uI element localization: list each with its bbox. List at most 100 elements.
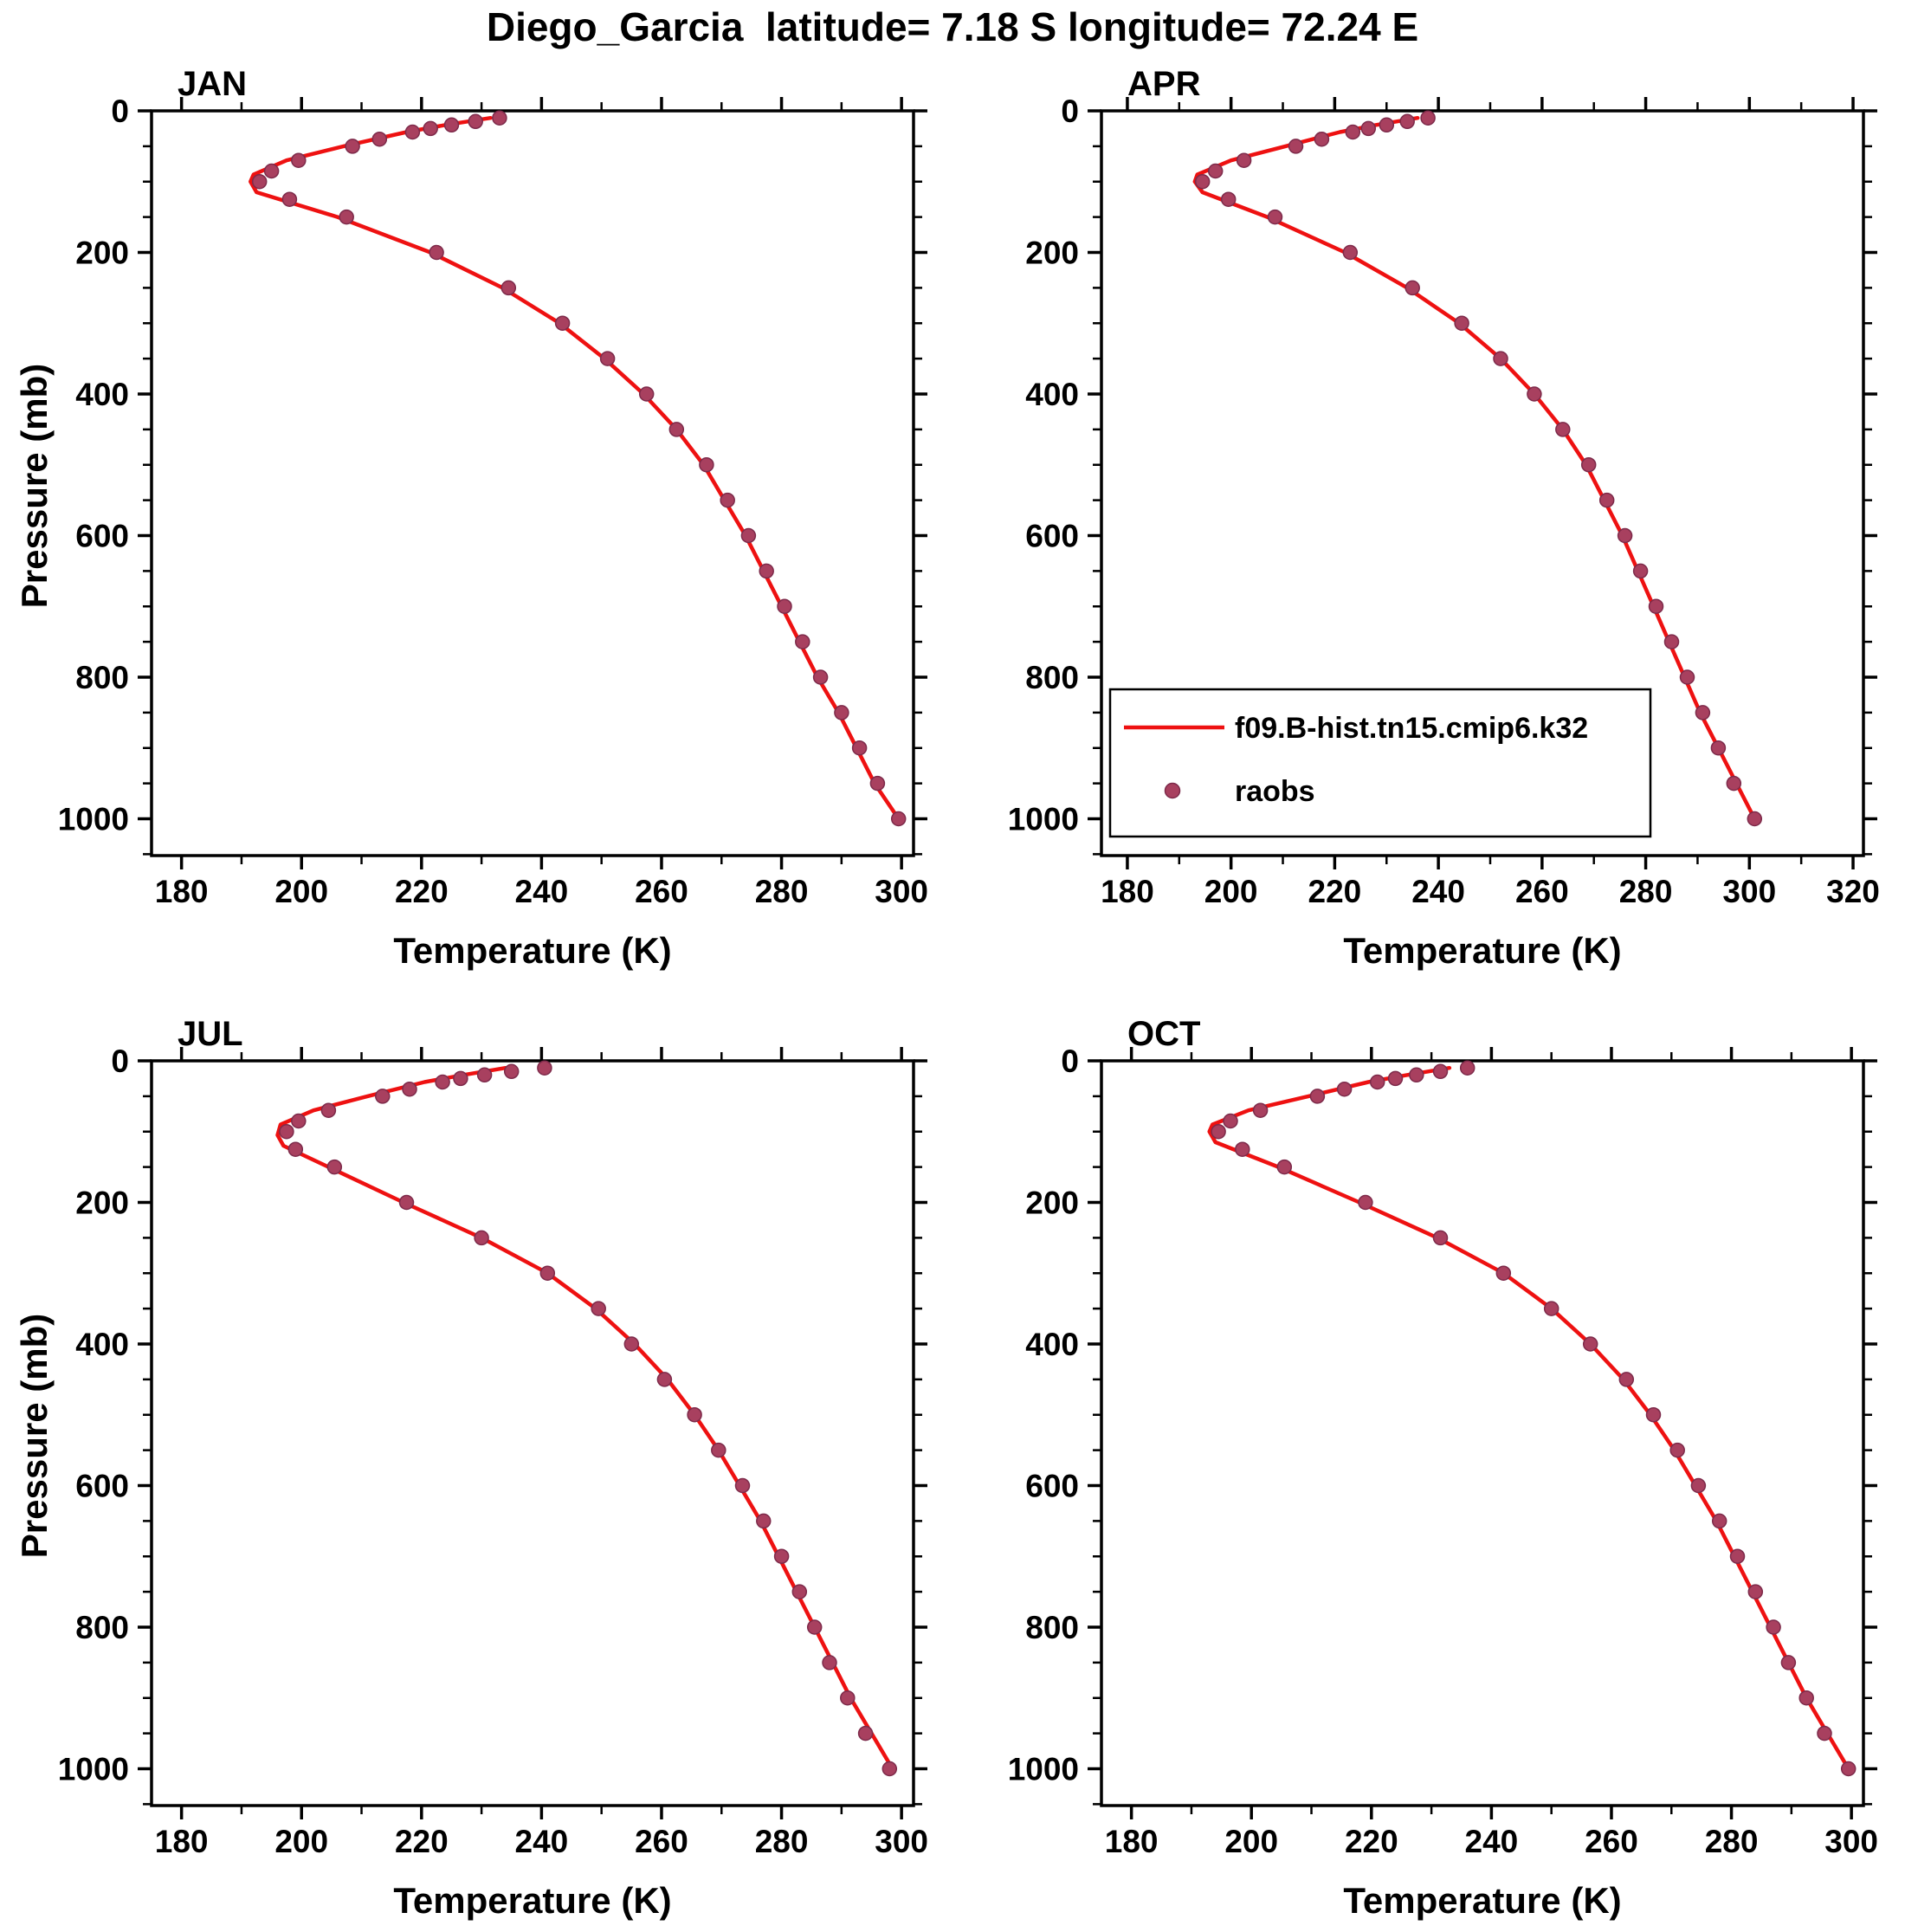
x-tick-label: 280 xyxy=(1619,874,1673,909)
raobs-dot xyxy=(492,110,507,126)
raobs-dot xyxy=(1747,811,1763,827)
raobs-dot xyxy=(476,1067,493,1083)
raobs-dot xyxy=(1207,163,1224,179)
raobs-dot xyxy=(711,1442,726,1458)
raobs-dot xyxy=(840,1690,856,1706)
raobs-dot xyxy=(720,492,735,508)
y-tick-label: 800 xyxy=(1025,660,1079,695)
raobs-dot xyxy=(806,1619,823,1635)
raobs-dot xyxy=(339,209,354,225)
x-tick-label: 220 xyxy=(395,874,449,909)
raobs-dot xyxy=(503,1063,520,1080)
raobs-dot xyxy=(773,1548,790,1564)
raobs-dot xyxy=(1252,1102,1269,1118)
raobs-dot xyxy=(375,1089,391,1104)
raobs-dot xyxy=(687,1406,702,1423)
raobs-dot xyxy=(795,634,810,649)
x-tick-label: 280 xyxy=(755,1824,809,1859)
panel-jan: 180 200 220 240 260 280 300 0 200 400 600 800 1000 JA… xyxy=(58,65,928,971)
panel-month-label: OCT xyxy=(1127,1015,1200,1053)
raobs-dot xyxy=(1695,705,1711,720)
model-line xyxy=(1207,1065,1850,1771)
y-tick-label: 600 xyxy=(75,518,129,553)
x-tick-label: 260 xyxy=(635,874,688,909)
x-tick-label: 260 xyxy=(1515,874,1569,909)
raobs-dot xyxy=(1288,139,1304,154)
x-tick-label: 300 xyxy=(875,874,928,909)
raobs-dot xyxy=(791,1584,808,1599)
y-tick-label: 800 xyxy=(1025,1610,1079,1645)
raobs-dot xyxy=(851,740,868,756)
y-tick-label: 600 xyxy=(1025,518,1079,553)
raobs-dot xyxy=(623,1336,640,1352)
raobs-dot xyxy=(756,1513,772,1529)
raobs-dot xyxy=(263,163,280,179)
raobs-dot xyxy=(1493,351,1508,366)
raobs-dot xyxy=(1527,386,1542,402)
raobs-dot xyxy=(1840,1761,1857,1777)
plot-frame xyxy=(1100,1059,1865,1807)
raobs-dot xyxy=(1669,1442,1685,1458)
raobs-dot xyxy=(1379,117,1395,133)
raobs-dot xyxy=(668,422,685,437)
legend-dot-sample xyxy=(1164,782,1181,799)
raobs-dot xyxy=(1711,1513,1727,1529)
raobs-dot xyxy=(699,456,714,473)
y-tick-label: 200 xyxy=(75,235,129,270)
temperature-axis-label: Temperature (K) xyxy=(393,1880,671,1921)
raobs-dot xyxy=(539,1265,556,1281)
raobs-dot xyxy=(1747,1584,1764,1599)
y-tick-label: 1000 xyxy=(1008,801,1079,837)
raobs-dot xyxy=(1817,1725,1832,1741)
raobs-dot xyxy=(404,124,421,140)
raobs-dot xyxy=(1580,456,1597,473)
y-tick-label: 0 xyxy=(111,94,129,129)
x-tick-label: 180 xyxy=(155,1824,209,1859)
y-tick-label: 600 xyxy=(75,1468,129,1503)
raobs-dot xyxy=(474,1230,489,1246)
x-tick-label: 280 xyxy=(1705,1824,1759,1859)
raobs-dot xyxy=(1236,152,1252,168)
x-tick-label: 240 xyxy=(515,1824,569,1859)
raobs-dot xyxy=(1345,124,1361,140)
plot-frame xyxy=(150,1059,915,1807)
y-tick-label: 1000 xyxy=(58,1751,129,1787)
raobs-dot xyxy=(291,1113,307,1129)
y-tick-label: 0 xyxy=(111,1044,129,1079)
x-tick-label: 320 xyxy=(1826,874,1880,909)
x-tick-label: 300 xyxy=(1824,1824,1878,1859)
raobs-dot xyxy=(435,1074,450,1090)
y-tick-label: 400 xyxy=(75,1327,129,1362)
panel-jul: 180 200 220 240 260 280 300 0 200 400 600 800 1000 JU… xyxy=(58,1015,928,1921)
raobs-dot xyxy=(834,705,849,720)
y-tick-label: 0 xyxy=(1061,94,1079,129)
raobs-dot xyxy=(1276,1159,1293,1175)
y-tick-label: 400 xyxy=(75,377,129,412)
legend-line-label: f09.B-hist.tn15.cmip6.k32 xyxy=(1235,712,1588,745)
legend-dot-label: raobs xyxy=(1235,775,1315,808)
raobs-dot xyxy=(857,1725,874,1741)
x-tick-label: 240 xyxy=(1465,1824,1519,1859)
raobs-dot xyxy=(1679,669,1695,685)
raobs-dot xyxy=(1618,1372,1635,1387)
model-line xyxy=(275,1065,894,1771)
raobs-dot xyxy=(1663,634,1680,649)
raobs-dot xyxy=(500,280,517,296)
panel-month-label: APR xyxy=(1127,65,1201,103)
raobs-dot xyxy=(281,191,298,207)
raobs-dot xyxy=(599,351,616,366)
raobs-dot xyxy=(1617,527,1633,544)
y-tick-label: 800 xyxy=(75,1610,129,1645)
raobs-dot xyxy=(1420,110,1436,126)
y-tick-label: 600 xyxy=(1025,1468,1079,1503)
raobs-dot xyxy=(1194,173,1211,190)
raobs-dot xyxy=(429,244,444,261)
x-tick-label: 300 xyxy=(1722,874,1776,909)
y-tick-label: 0 xyxy=(1061,1044,1079,1079)
raobs-dot xyxy=(1432,1230,1449,1246)
raobs-dot xyxy=(1459,1060,1476,1076)
x-tick-label: 200 xyxy=(1224,1824,1278,1859)
model-line xyxy=(249,115,901,821)
raobs-dot xyxy=(1598,492,1615,508)
